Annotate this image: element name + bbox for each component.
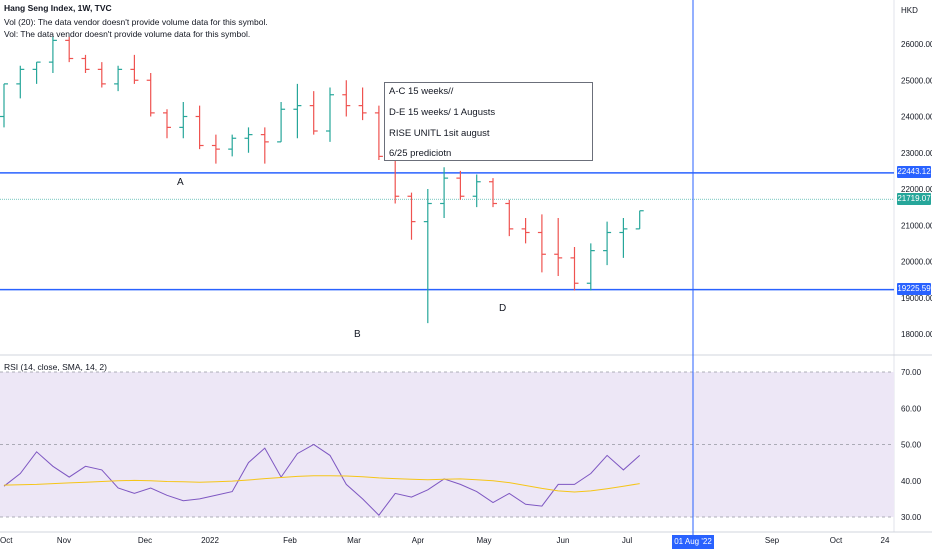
ohlc-bar (0, 83, 8, 128)
ohlc-bar (505, 199, 514, 237)
rsi-axis-tick: 50.00 (901, 441, 922, 450)
ohlc-bar (65, 36, 74, 63)
price-axis-tick: 24000.00 (901, 113, 932, 122)
ohlc-bar (423, 189, 432, 324)
time-axis-tick: Mar (347, 536, 361, 545)
ohlc-bar (130, 54, 139, 84)
time-axis-tick: 2022 (201, 536, 219, 545)
ohlc-bar (391, 155, 400, 204)
ohlc-bar (16, 65, 25, 99)
rsi-axis-tick: 30.00 (901, 513, 922, 522)
price-axis-tick: 26000.00 (901, 40, 932, 49)
ohlc-bar (440, 167, 449, 218)
symbol-title: Hang Seng Index, 1W, TVC (4, 3, 112, 13)
price-axis-tick: 21000.00 (901, 221, 932, 230)
currency-label: HKD (901, 6, 918, 15)
ohlc-bar (537, 214, 546, 273)
ohlc-bar (374, 105, 383, 160)
ohlc-bar (260, 127, 269, 164)
ohlc-bar (570, 247, 579, 291)
ohlc-bar (228, 134, 237, 157)
ohlc-bar (244, 127, 253, 153)
ohlc-bar (97, 62, 106, 88)
time-axis-tick: Apr (412, 536, 425, 545)
time-axis-tick: Oct (0, 536, 13, 545)
time-axis-tick: Oct (830, 536, 843, 545)
ohlc-bar (211, 134, 220, 164)
time-axis-tick: May (476, 536, 491, 545)
ohlc-bar (179, 102, 188, 139)
ohlc-bar (293, 83, 302, 139)
time-axis-tick: Feb (283, 536, 297, 545)
annotation-line-3: RISE UNITL 1sit august (389, 128, 490, 139)
price-tag-upper: 22443.12 (897, 166, 931, 178)
rsi-axis-tick: 70.00 (901, 368, 922, 377)
ohlc-bar (521, 218, 530, 244)
price-axis-tick: 22000.00 (901, 185, 932, 194)
ohlc-bar (472, 174, 481, 208)
ohlc-bar (326, 87, 334, 142)
point-label-d: D (499, 303, 507, 314)
ohlc-bar (342, 80, 351, 117)
ohlc-bar (163, 109, 171, 139)
ohlc-bar (358, 87, 367, 121)
ohlc-bar (407, 192, 416, 240)
ohlc-bar (619, 218, 628, 258)
annotation-line-4: 6/25 prediciotn (389, 148, 452, 159)
ohlc-bar (586, 243, 595, 291)
annotation-line-2: D-E 15 weeks/ 1 Augusts (389, 107, 496, 118)
ohlc-bar (277, 102, 286, 143)
price-tag-lower: 19225.59 (897, 283, 931, 295)
time-axis-tick: 24 (881, 536, 890, 545)
time-axis-tick: Dec (138, 536, 152, 545)
volume-note-2: Vol: The data vendor doesn't provide vol… (4, 29, 251, 39)
ohlc-bar (456, 170, 465, 200)
date-tag: 01 Aug '22 (672, 535, 714, 549)
point-label-a: A (177, 177, 184, 188)
ohlc-bar (309, 91, 318, 135)
point-label-b: B (354, 329, 361, 340)
time-axis-tick: Nov (57, 536, 71, 545)
rsi-axis-tick: 40.00 (901, 477, 922, 486)
ohlc-bar (114, 65, 123, 92)
time-axis-tick: Jun (557, 536, 570, 545)
price-axis-tick: 23000.00 (901, 149, 932, 158)
price-axis-tick: 18000.00 (901, 330, 932, 339)
ohlc-bar (635, 210, 644, 230)
ohlc-bar (489, 178, 497, 208)
rsi-title: RSI (14, close, SMA, 14, 2) (4, 362, 107, 372)
rsi-axis-tick: 60.00 (901, 404, 922, 413)
rsi-line (3, 443, 641, 516)
price-axis-tick: 25000.00 (901, 76, 932, 85)
annotation-line-1: A-C 15 weeks// (389, 86, 454, 97)
ohlc-bar (146, 73, 155, 117)
ohlc-bar (554, 218, 563, 276)
time-axis-tick: Jul (622, 536, 632, 545)
price-tag-current: 21719.07 (897, 193, 931, 205)
ohlc-bar (32, 61, 41, 84)
volume-note-1: Vol (20): The data vendor doesn't provid… (4, 17, 268, 27)
price-axis-tick: 20000.00 (901, 258, 932, 267)
time-axis-tick: Sep (765, 536, 780, 545)
ohlc-bar (81, 54, 90, 73)
ohlc-bar (603, 221, 612, 266)
annotation-box[interactable]: A-C 15 weeks// D-E 15 weeks/ 1 Augusts R… (384, 82, 593, 161)
ohlc-bar (195, 105, 204, 150)
ohlc-bar (48, 36, 57, 73)
rsi-ma-line (3, 475, 640, 493)
price-axis-tick: 19000.00 (901, 294, 932, 303)
